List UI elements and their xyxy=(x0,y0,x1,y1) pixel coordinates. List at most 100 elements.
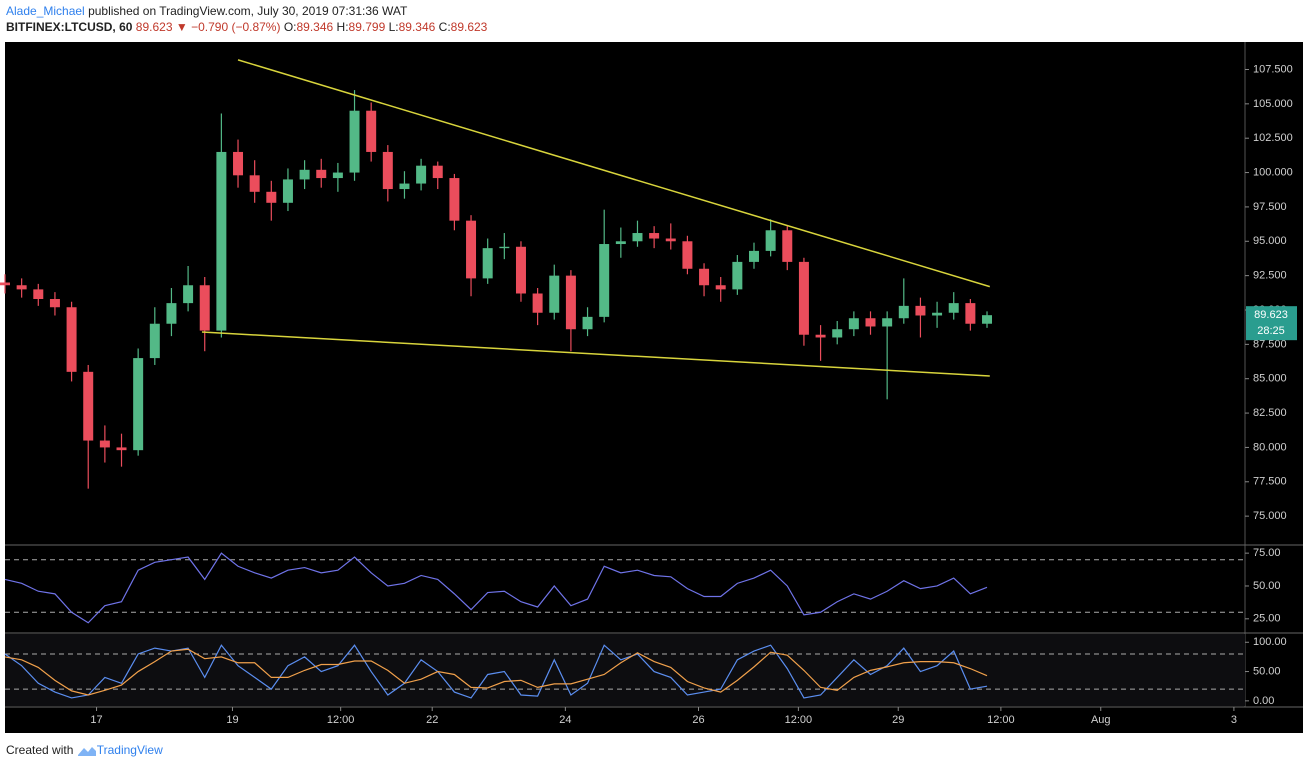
candle-body xyxy=(832,329,843,338)
candle-body xyxy=(665,238,676,242)
y-tick-label: 95.000 xyxy=(1253,235,1287,247)
y-tick-label: 75.00 xyxy=(1253,547,1281,559)
symbol: BITFINEX:LTCUSD, 60 xyxy=(6,20,133,34)
candle-body xyxy=(133,358,144,451)
candle-body xyxy=(782,230,793,262)
candle-body xyxy=(732,261,743,290)
y-tick-label: 25.00 xyxy=(1253,613,1281,625)
candle-body xyxy=(532,293,543,313)
candle-body xyxy=(16,285,27,290)
candle-body xyxy=(515,246,526,294)
chart: 75.00077.50080.00082.50085.00087.50090.0… xyxy=(0,42,1303,733)
footer-brand: TradingView xyxy=(96,743,163,757)
candle-body xyxy=(83,371,94,441)
y-tick-label: 85.000 xyxy=(1253,373,1287,385)
trendline xyxy=(237,59,991,288)
x-tick-label: 3 xyxy=(1231,714,1237,726)
candle-body xyxy=(432,165,443,179)
y-tick-label: 75.000 xyxy=(1253,510,1287,522)
candle-body xyxy=(149,323,160,359)
y-tick-label: 100.000 xyxy=(1253,166,1293,178)
candle-body xyxy=(565,275,576,330)
l: 89.346 xyxy=(398,20,436,34)
last-price: 89.623 xyxy=(1254,309,1288,321)
candle-body xyxy=(715,285,726,290)
candle-body xyxy=(449,178,460,221)
y-tick-label: 50.00 xyxy=(1253,665,1281,677)
x-tick-label: 17 xyxy=(90,714,102,726)
candle-body xyxy=(549,275,560,313)
candle-body xyxy=(682,241,693,269)
candle-body xyxy=(898,305,909,319)
candle-body xyxy=(332,172,343,179)
candle-body xyxy=(982,315,993,324)
candle-body xyxy=(366,110,377,152)
candle-body xyxy=(965,303,976,324)
y-tick-label: 100.00 xyxy=(1253,636,1287,648)
candle-body xyxy=(216,151,227,331)
chart-background xyxy=(5,42,1303,733)
candle-body xyxy=(416,165,427,184)
candle-body xyxy=(649,233,660,239)
candle-body xyxy=(349,110,360,173)
candle-body xyxy=(183,285,194,304)
candle-body xyxy=(266,191,277,203)
candle-body xyxy=(499,246,510,249)
candle-body xyxy=(199,285,210,331)
candle-body xyxy=(948,303,959,313)
indicator-line xyxy=(4,552,988,624)
header-line: BITFINEX:LTCUSD, 60 89.623 ▼ −0.790 (−0.… xyxy=(6,19,487,35)
candle-body xyxy=(249,175,260,192)
y-tick-label: 87.500 xyxy=(1253,338,1287,350)
candle-body xyxy=(0,282,10,286)
last-price-box xyxy=(1246,306,1297,341)
logo-shape xyxy=(77,746,96,756)
candle-body xyxy=(49,298,60,308)
o-label: O: xyxy=(283,20,297,34)
last: 89.623 xyxy=(135,20,173,34)
candle-body xyxy=(882,318,893,327)
trendline xyxy=(201,331,990,377)
candle-body xyxy=(382,151,393,190)
footer: Created with TradingView xyxy=(6,743,163,757)
y-tick-label: 107.500 xyxy=(1253,63,1293,75)
y-tick-label: 102.500 xyxy=(1253,132,1293,144)
candle-body xyxy=(749,250,759,262)
published: published on TradingView.com, July 30, 2… xyxy=(88,4,408,18)
o: 89.346 xyxy=(296,20,334,34)
x-tick-label: 12:00 xyxy=(785,714,813,726)
y-tick-label: 0.00 xyxy=(1253,695,1274,707)
candle-body xyxy=(599,244,610,317)
y-tick-label: 50.00 xyxy=(1253,580,1281,592)
x-tick-label: 29 xyxy=(892,714,904,726)
footer-text: Created with xyxy=(6,743,74,757)
c: 89.623 xyxy=(450,20,488,34)
candle-body xyxy=(915,305,926,316)
header: Alade_Michael published on TradingView.c… xyxy=(6,3,487,35)
candle-body xyxy=(116,447,127,451)
l-label: L: xyxy=(388,20,399,34)
candle-body xyxy=(316,169,327,179)
candle-body xyxy=(299,169,310,180)
candle-body xyxy=(815,334,826,338)
x-tick-label: Aug xyxy=(1091,714,1111,726)
candle-body xyxy=(233,151,244,176)
countdown: 28:25 xyxy=(1257,325,1285,337)
x-tick-label: 19 xyxy=(226,714,238,726)
y-tick-label: 97.500 xyxy=(1253,201,1287,213)
candle-body xyxy=(632,233,643,242)
candle-body xyxy=(399,183,410,190)
arrow: ▼ xyxy=(175,20,188,34)
y-tick-label: 105.000 xyxy=(1253,98,1293,110)
candle-body xyxy=(848,318,859,330)
candle-body xyxy=(932,312,943,316)
logo xyxy=(77,746,96,756)
x-tick-label: 26 xyxy=(692,714,704,726)
candle-body xyxy=(699,268,710,286)
x-tick-label: 12:00 xyxy=(327,714,355,726)
h-label: H: xyxy=(336,20,349,34)
header-line: Alade_Michael published on TradingView.c… xyxy=(6,3,487,19)
change: −0.790 (−0.87%) xyxy=(191,20,281,34)
x-tick-label: 12:00 xyxy=(987,714,1015,726)
